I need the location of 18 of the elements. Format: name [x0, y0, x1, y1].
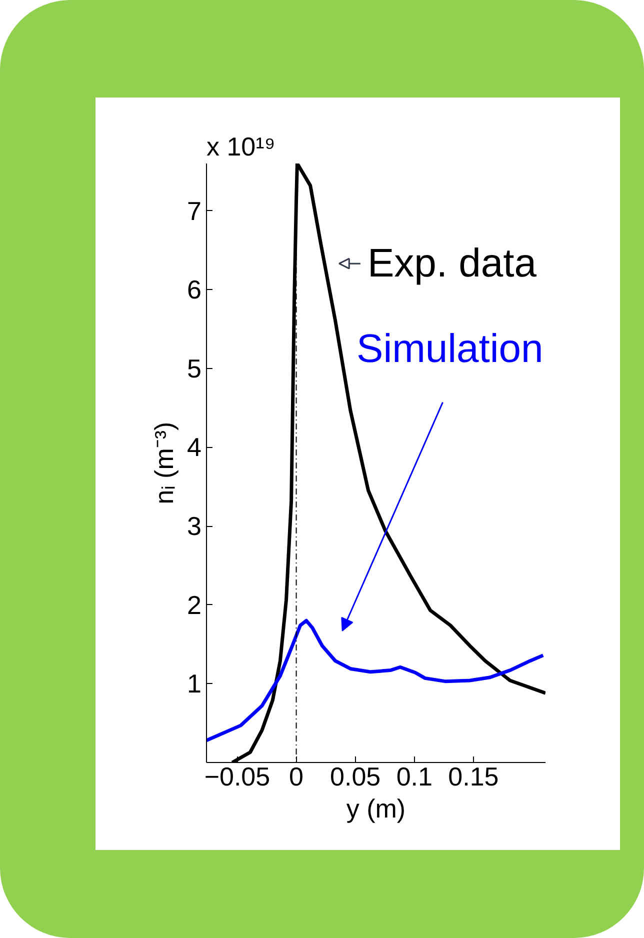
series-label: Exp. data [367, 242, 538, 286]
y-tick-label: 5 [187, 353, 202, 384]
x-tick-label: −0.05 [204, 762, 270, 792]
y-tick-label: 1 [187, 668, 202, 699]
x-axis-title: y (m) [346, 794, 406, 824]
y-tick-label: 4 [187, 432, 202, 462]
chart-title: x 10¹⁹ [206, 132, 276, 162]
y-tick-label: 3 [187, 511, 202, 542]
line-series [206, 618, 545, 742]
y-tick-label: 2 [187, 590, 202, 620]
x-tick-label: 0.15 [448, 762, 499, 792]
y-tick-label: 6 [187, 274, 202, 305]
text: Simulation [356, 326, 544, 371]
x-tick-label: 0.1 [396, 762, 432, 792]
y-tick-label: 7 [187, 196, 202, 226]
x-tick-label: 0.05 [330, 762, 381, 792]
x-tick-label: 0 [289, 762, 304, 792]
y-axis-title: nᵢ (m⁻³) [149, 422, 180, 504]
